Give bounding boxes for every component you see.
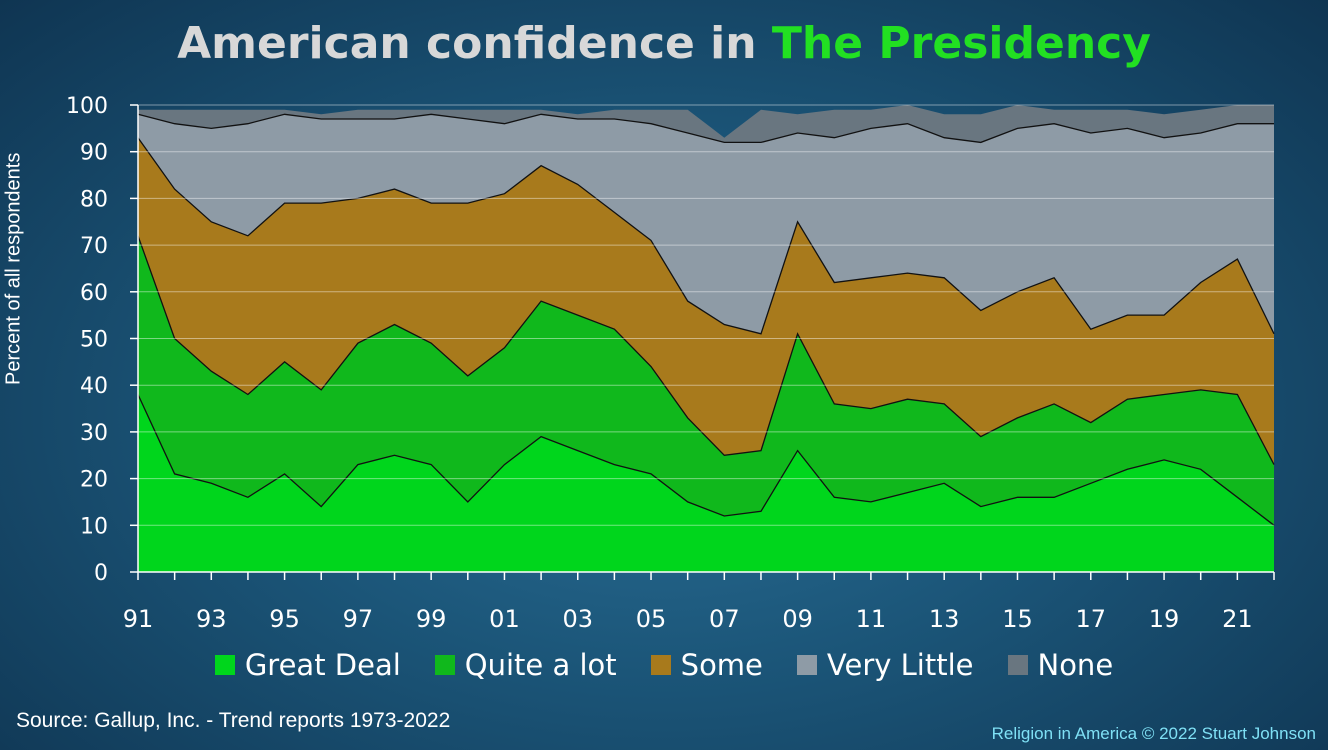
x-tick-label: 95 bbox=[269, 605, 300, 633]
legend-swatch bbox=[214, 655, 235, 675]
x-tick-label: 01 bbox=[489, 605, 520, 633]
credit-note: Religion in America © 2022 Stuart Johnso… bbox=[991, 724, 1316, 743]
y-axis-label: Percent of all respondents bbox=[2, 152, 25, 385]
legend-swatch bbox=[1007, 655, 1028, 675]
legend-swatch bbox=[650, 655, 671, 675]
y-tick-label: 50 bbox=[80, 328, 108, 353]
x-tick-label: 19 bbox=[1149, 605, 1180, 633]
x-tick-label: 03 bbox=[562, 605, 593, 633]
area-some bbox=[138, 137, 1274, 465]
area-none bbox=[138, 105, 1274, 143]
x-tick-label: 11 bbox=[856, 605, 887, 633]
x-tick-label: 97 bbox=[343, 605, 374, 633]
legend-item-great-deal: Great Deal bbox=[214, 648, 401, 682]
legend-label: Very Little bbox=[826, 648, 974, 682]
legend-item-none: None bbox=[1007, 648, 1114, 682]
x-tick-label: 07 bbox=[709, 605, 740, 633]
series-line-very-little bbox=[137, 113, 1274, 144]
source-note: Source: Gallup, Inc. - Trend reports 197… bbox=[16, 709, 451, 732]
y-tick-label: 70 bbox=[80, 234, 108, 259]
title-part1: American confidence in bbox=[177, 18, 772, 69]
y-tick-label: 10 bbox=[80, 514, 108, 539]
area-great-deal bbox=[138, 394, 1274, 572]
y-tick-label: 90 bbox=[80, 141, 108, 166]
legend-swatch bbox=[796, 655, 817, 675]
area-layers bbox=[137, 105, 1275, 572]
y-tick-label: 60 bbox=[80, 281, 108, 306]
title-part2: The Presidency bbox=[771, 18, 1151, 69]
gridlines bbox=[138, 104, 1274, 526]
x-tick-label: 17 bbox=[1076, 605, 1107, 633]
axes: 0 10 20 30 40 50 60 70 80 90 100 91 93 95 97 99 01 03 05 07… bbox=[66, 94, 1275, 633]
area-very-little bbox=[138, 114, 1274, 334]
x-tick-label: 15 bbox=[1002, 605, 1033, 633]
y-tick-label: 20 bbox=[80, 468, 108, 493]
y-tick-label: 40 bbox=[80, 374, 108, 399]
legend-swatch bbox=[434, 655, 455, 675]
series-line-great-deal bbox=[137, 394, 1275, 526]
series-line-quite-a-lot bbox=[137, 235, 1275, 465]
y-tick-label: 30 bbox=[80, 421, 108, 446]
x-tick-label: 93 bbox=[196, 605, 227, 633]
legend-label: Great Deal bbox=[244, 648, 401, 682]
y-tick-label: 100 bbox=[66, 94, 108, 119]
legend-label: Quite a lot bbox=[464, 648, 617, 682]
legend: Great Deal Quite a lot Some Very Little None bbox=[0, 648, 1328, 682]
x-tick-label: 21 bbox=[1222, 605, 1253, 633]
x-tick-label: 13 bbox=[929, 605, 960, 633]
chart-title: American confidence in The Presidency bbox=[0, 18, 1328, 69]
legend-item-quite-a-lot: Quite a lot bbox=[434, 648, 617, 682]
area-quite-a-lot bbox=[138, 235, 1274, 526]
x-tick-label: 09 bbox=[782, 605, 813, 633]
legend-label: None bbox=[1037, 648, 1114, 682]
series-line-some bbox=[137, 137, 1275, 335]
legend-label: Some bbox=[680, 648, 763, 682]
x-tick-label: 05 bbox=[636, 605, 667, 633]
y-tick-label: 80 bbox=[80, 187, 108, 212]
y-tick-label: 0 bbox=[94, 561, 108, 586]
x-tick-label: 99 bbox=[416, 605, 447, 633]
x-tick-label: 91 bbox=[123, 605, 154, 633]
legend-item-some: Some bbox=[650, 648, 763, 682]
legend-item-very-little: Very Little bbox=[796, 648, 974, 682]
